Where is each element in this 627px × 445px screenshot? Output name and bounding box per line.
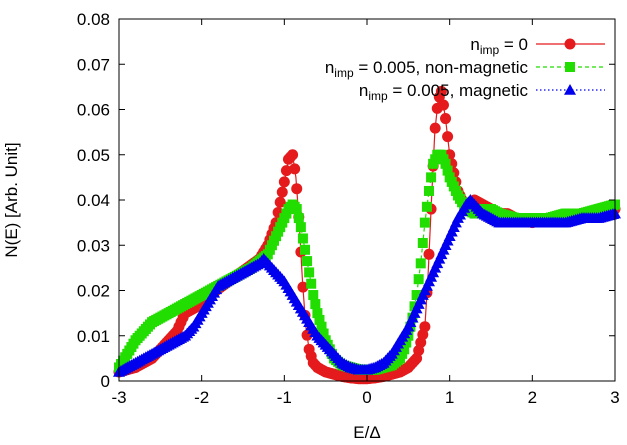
data-point [287,149,299,161]
data-point [308,290,319,301]
legend-marker [565,62,575,72]
data-point [429,122,441,134]
legend-label-rest: = 0.005, magnetic [388,81,529,100]
x-tick-label: -1 [277,388,292,407]
x-tick-label: 0 [362,388,371,407]
series-layer [113,85,621,385]
data-point [318,328,329,339]
data-point [437,99,449,111]
legend-label-main: n [470,35,479,54]
x-tick-label: 1 [445,388,454,407]
legend-marker [564,84,576,95]
data-point [424,185,434,196]
data-point [419,217,430,228]
data-point [276,186,288,198]
data-point [442,165,453,176]
x-axis-label: E/Δ [353,423,380,442]
y-tick-label: 0.08 [77,10,110,29]
data-point [401,337,412,348]
x-tick-label: -3 [111,388,126,407]
data-point [291,204,302,215]
data-point [440,158,451,169]
data-point [291,183,303,195]
y-tick-label: 0 [101,372,110,391]
data-point [442,131,454,143]
data-point [312,308,323,319]
series-triangle [113,194,621,377]
legend-label: nimp = 0 [470,35,528,57]
data-point [399,344,410,355]
y-axis-label: N(E) [Arb. Unit] [2,142,21,257]
y-tick-label: 0.01 [77,327,110,346]
legend-label: nimp = 0.005, non-magnetic [325,58,529,80]
data-point [310,299,321,310]
data-point [415,258,426,269]
data-point [417,237,428,248]
data-point [297,233,308,244]
data-point [411,290,422,301]
data-point [440,113,452,125]
data-point [421,201,432,212]
legend-label-main: n [359,81,368,100]
y-tick-label: 0.06 [77,101,110,120]
data-point [295,222,306,233]
data-point [274,196,286,208]
data-point [306,278,317,289]
data-point [302,256,313,267]
data-point [314,314,325,325]
y-tick-label: 0.03 [77,236,110,255]
data-point [413,274,424,285]
data-point [435,85,447,97]
legend-label-main: n [325,58,334,77]
x-tick-label: 2 [528,388,537,407]
data-point [300,244,310,255]
series-square [114,149,620,375]
legend-label-rest: = 0.005, non-magnetic [354,58,529,77]
series-line [118,154,616,371]
legend-label-subscript: imp [334,66,354,80]
data-point [289,163,301,175]
data-point [316,321,327,332]
y-tick-label: 0.05 [77,146,110,165]
data-point [304,267,315,278]
data-point [278,176,290,188]
legend-label-rest: = 0 [499,35,528,54]
data-point [426,172,437,183]
data-point [293,213,304,224]
x-tick-label: 3 [610,388,619,407]
data-point [419,321,431,333]
y-tick-label: 0.07 [77,55,110,74]
axis-ticks: -3 -2 -1 0 1 2 3 0 0.01 0.02 0.03 0.04 0.05 0.06 0.07 0… [77,10,620,407]
data-point [423,248,435,260]
x-tick-label: -2 [194,388,209,407]
data-point [280,165,292,177]
data-point [297,281,309,293]
y-tick-label: 0.02 [77,282,110,301]
legend-label: nimp = 0.005, magnetic [359,81,529,103]
legend-label-subscript: imp [480,43,500,57]
y-tick-label: 0.04 [77,191,110,210]
legend-marker [564,38,576,50]
legend-label-subscript: imp [368,89,388,103]
